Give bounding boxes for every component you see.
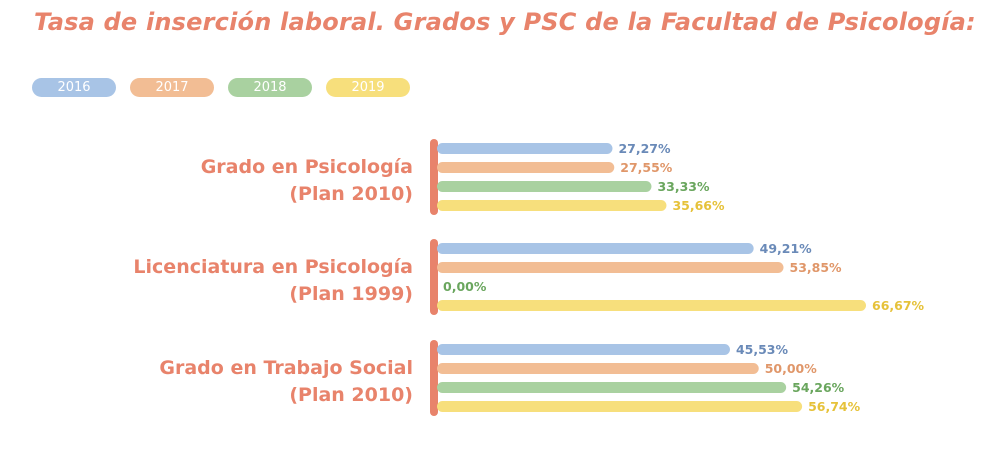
data-label: 50,00% <box>765 361 818 376</box>
data-label: 27,55% <box>620 160 673 175</box>
category-axis-marker <box>430 139 438 215</box>
data-label: 45,53% <box>736 342 789 357</box>
data-label: 66,67% <box>872 298 925 313</box>
data-label: 49,21% <box>760 241 813 256</box>
bar-2017 <box>437 363 759 374</box>
legend: 2016 2017 2018 2019 <box>32 78 410 97</box>
bar-2017 <box>437 162 615 173</box>
data-label: 53,85% <box>790 260 843 275</box>
data-label: 27,27% <box>618 141 671 156</box>
category-label: Grado en Trabajo Social <box>159 357 413 379</box>
legend-item-2017: 2017 <box>130 78 214 97</box>
category-label: Licenciatura en Psicología <box>133 256 413 278</box>
bar-2016 <box>437 344 730 355</box>
bar-2016 <box>437 243 754 254</box>
data-label: 33,33% <box>657 179 710 194</box>
category-label: (Plan 2010) <box>289 384 413 406</box>
data-label: 56,74% <box>808 399 861 414</box>
chart-title: Tasa de inserción laboral. Grados y PSC … <box>34 8 976 36</box>
category-label: Grado en Psicología <box>201 156 413 178</box>
category-axis-marker <box>430 239 438 315</box>
category-axis-marker <box>430 340 438 416</box>
category-label: (Plan 2010) <box>289 183 413 205</box>
data-label: 54,26% <box>792 380 845 395</box>
bar-2018 <box>437 382 787 393</box>
bar-2019 <box>437 300 866 311</box>
data-label: 35,66% <box>672 198 725 213</box>
bar-2018 <box>437 181 652 192</box>
bar-2019 <box>437 200 667 211</box>
legend-item-2018: 2018 <box>228 78 312 97</box>
category-label: (Plan 1999) <box>289 283 413 305</box>
data-label: 0,00% <box>443 279 487 294</box>
legend-item-2019: 2019 <box>326 78 410 97</box>
bar-2016 <box>437 143 613 154</box>
bar-2019 <box>437 401 803 412</box>
legend-item-2016: 2016 <box>32 78 116 97</box>
bar-2017 <box>437 262 784 273</box>
